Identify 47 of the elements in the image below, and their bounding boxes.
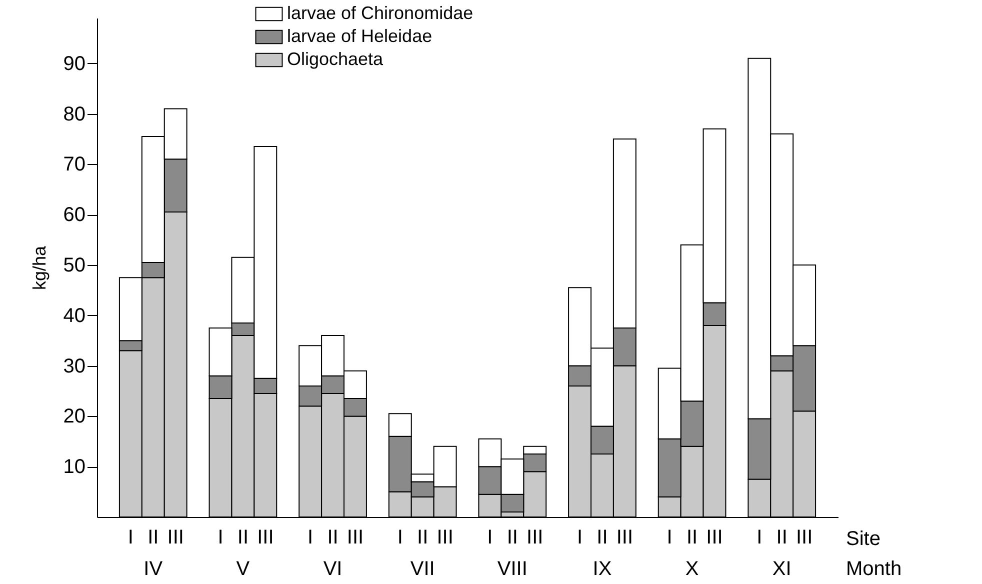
- x-tick-label: II: [148, 526, 159, 548]
- y-tick-label: 60: [63, 204, 86, 226]
- y-axis-title: kg/ha: [29, 245, 50, 290]
- x-tick-label: II: [686, 526, 698, 548]
- y-tick-label: 10: [63, 456, 86, 478]
- x-tick-label: I: [756, 526, 762, 548]
- y-tick-label: 40: [63, 304, 86, 327]
- x-tick-label: II: [237, 526, 249, 548]
- x-tick-label: III: [706, 526, 723, 548]
- y-tick-label: 20: [63, 406, 86, 428]
- x-axis-title: Site: [846, 528, 880, 550]
- x-tick-label: III: [616, 526, 634, 548]
- text: VII: [410, 558, 435, 580]
- x-tick-label: III: [257, 526, 274, 548]
- x-tick-label: III: [796, 526, 813, 548]
- x-tick-label: I: [308, 526, 314, 548]
- x-tick-label: I: [218, 526, 224, 548]
- legend-label: larvae of Chironomidae: [287, 3, 474, 23]
- x-tick-label: I: [576, 526, 583, 548]
- y-tick-label: 30: [63, 355, 86, 378]
- x-tick-label: III: [167, 526, 184, 548]
- x-tick-label: I: [666, 526, 672, 548]
- legend-label: larvae of Heleidae: [287, 26, 432, 46]
- text: Month: [846, 558, 902, 580]
- x-tick-label: III: [526, 526, 544, 548]
- x-tick-label: III: [346, 526, 364, 548]
- x-tick-label: II: [417, 526, 428, 548]
- x-tick-label: I: [397, 526, 403, 548]
- text: X: [685, 558, 699, 580]
- x-tick-label: II: [596, 526, 608, 548]
- legend-label: Oligochaeta: [287, 49, 384, 69]
- y-tick-label: 70: [63, 154, 86, 176]
- y-tick-label: 50: [63, 254, 86, 276]
- text: V: [236, 558, 250, 580]
- x-tick-label: III: [436, 526, 454, 548]
- text: VIII: [497, 558, 528, 580]
- x-tick-label: I: [128, 526, 134, 548]
- x-tick-label: II: [327, 526, 338, 548]
- text: XI: [772, 558, 792, 580]
- text: IX: [592, 558, 612, 580]
- x-tick-label: I: [487, 526, 493, 548]
- x-tick-label: II: [776, 526, 788, 548]
- y-tick-label: 90: [63, 52, 86, 75]
- text: VI: [323, 558, 342, 580]
- y-tick-label: 80: [63, 103, 86, 126]
- x-tick-label: II: [506, 526, 518, 548]
- text: IV: [144, 558, 164, 580]
